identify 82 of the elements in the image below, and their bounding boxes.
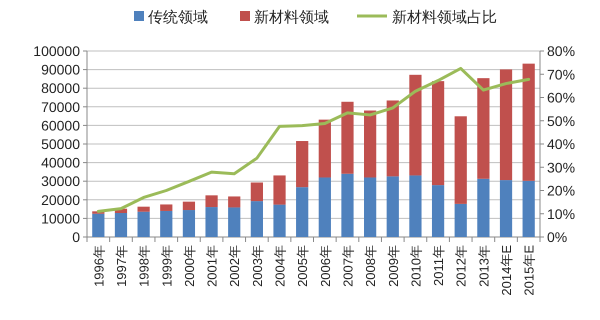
- bar: [500, 180, 512, 237]
- x-tick-label: 1998年: [136, 245, 152, 287]
- y-tick-label: 70000: [41, 98, 80, 115]
- bar: [296, 141, 308, 188]
- bar: [250, 182, 263, 202]
- x-tick-label: 1996年: [91, 245, 106, 287]
- bar: [205, 207, 218, 237]
- y-tick-label: 40000: [41, 154, 80, 171]
- y2-tick-label: 80%: [547, 43, 576, 59]
- bar: [318, 120, 331, 178]
- x-tick-label: 2005年: [295, 245, 310, 287]
- x-tick-label: 2009年: [386, 245, 401, 287]
- x-tick-label: 2008年: [363, 245, 378, 287]
- bar: [454, 116, 467, 204]
- y2-tick-label: 70%: [547, 66, 576, 82]
- x-tick-label: 1997年: [114, 245, 129, 287]
- bar: [273, 175, 286, 205]
- bar: [386, 100, 399, 176]
- bar: [409, 175, 422, 237]
- x-tick-label: 2015年E: [522, 244, 537, 296]
- x-tick-label: 2007年: [340, 245, 356, 287]
- bar: [454, 204, 467, 237]
- y-tick-label: 50000: [41, 136, 80, 152]
- bar: [432, 81, 444, 186]
- bar: [228, 196, 240, 208]
- bar: [477, 78, 490, 179]
- bar: [296, 187, 308, 237]
- bar: [432, 185, 444, 237]
- y2-tick-label: 60%: [547, 90, 576, 106]
- bar: [364, 110, 376, 178]
- bar: [409, 74, 422, 176]
- bar: [250, 201, 263, 237]
- y2-tick-label: 50%: [547, 112, 576, 129]
- x-tick-label: 2002年: [227, 245, 242, 287]
- x-tick-label: 2012年: [454, 245, 469, 287]
- bar: [182, 202, 196, 210]
- bar: [138, 206, 150, 212]
- x-tick-label: 2001年: [204, 245, 220, 287]
- bar: [114, 213, 128, 237]
- bar: [160, 210, 172, 237]
- bar: [386, 176, 399, 237]
- bar: [92, 214, 104, 237]
- bar: [522, 64, 535, 181]
- bar: [182, 210, 196, 237]
- x-tick-label: 1999年: [159, 245, 174, 287]
- x-tick-label: 2000年: [182, 245, 197, 287]
- x-tick-label: 2006年: [318, 245, 333, 287]
- x-tick-label: 2011年: [431, 245, 446, 286]
- y-tick-label: 0: [72, 229, 80, 245]
- bar: [500, 69, 512, 180]
- legend-label: 传统领域: [148, 9, 208, 26]
- y-tick-label: 30000: [41, 173, 80, 190]
- bar: [341, 174, 354, 237]
- x-tick-label: 2003年: [250, 245, 265, 287]
- legend-label: 新材料领域: [254, 9, 329, 26]
- y2-tick-label: 30%: [547, 159, 576, 176]
- bar: [273, 204, 286, 237]
- bar: [138, 212, 150, 237]
- x-tick-label: 2004年: [272, 245, 288, 287]
- bar: [160, 204, 172, 211]
- bar: [341, 102, 354, 174]
- line-series: [96, 66, 530, 213]
- x-tick-label: 2013年: [476, 245, 492, 287]
- bar: [364, 177, 376, 237]
- y2-tick-label: 10%: [547, 206, 576, 222]
- y2-tick-label: 20%: [547, 182, 576, 198]
- y-tick-label: 90000: [41, 62, 80, 78]
- bar: [477, 178, 490, 237]
- y-tick-label: 100000: [33, 43, 80, 59]
- bar: [522, 180, 535, 237]
- bar: [205, 195, 218, 208]
- y-tick-label: 10000: [41, 210, 80, 226]
- y-tick-label: 80000: [41, 80, 80, 96]
- x-tick-label: 2010年: [408, 245, 424, 287]
- bar: [318, 177, 331, 237]
- y-tick-label: 20000: [41, 192, 80, 208]
- legend-label: 新材料领域占比: [392, 9, 497, 26]
- y-tick-label: 60000: [41, 117, 80, 134]
- y2-tick-label: 40%: [547, 136, 576, 152]
- x-tick-label: 2014年E: [499, 244, 514, 296]
- y2-tick-label: 0%: [547, 229, 568, 245]
- bar: [228, 207, 240, 237]
